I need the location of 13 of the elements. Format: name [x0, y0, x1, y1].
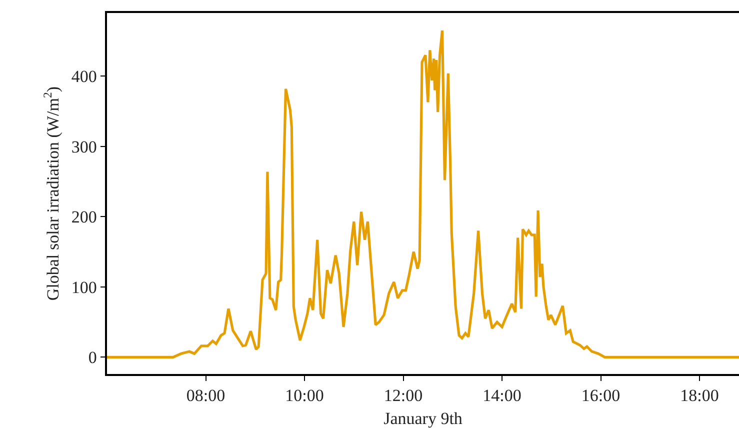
- y-tick-label: 300: [71, 137, 97, 156]
- y-tick-label: 0: [88, 348, 97, 368]
- x-tick-label: 08:00: [186, 386, 226, 406]
- x-tick-label: 14:00: [482, 386, 522, 406]
- line-series: [107, 29, 739, 358]
- x-tick-label: 10:00: [285, 386, 324, 406]
- x-tick-label: 18:00: [680, 386, 719, 406]
- y-tick-label: 200: [71, 208, 97, 227]
- y-tick-label: 100: [71, 278, 97, 297]
- x-tick-label: 16:00: [581, 386, 620, 406]
- x-axis-title: January 9th: [384, 409, 463, 428]
- y-tick-label: 400: [71, 67, 97, 86]
- x-tick-label: 12:00: [384, 386, 423, 406]
